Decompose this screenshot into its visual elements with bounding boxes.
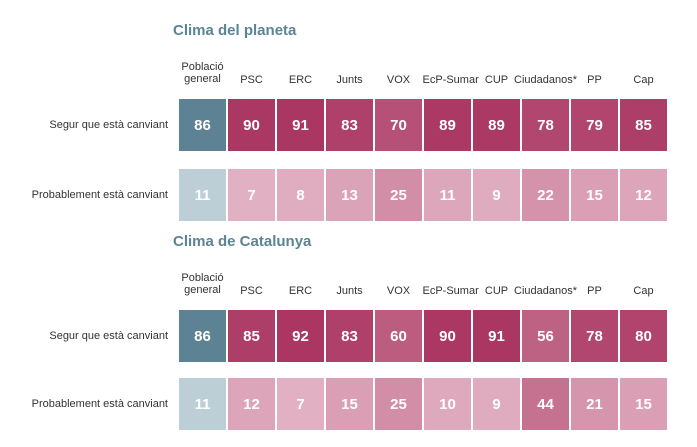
column-header: VOX <box>386 74 411 86</box>
heatmap-cell: 89 <box>424 99 471 151</box>
heatmap-cell: 15 <box>326 378 373 430</box>
heatmap-cell: 91 <box>277 99 324 151</box>
column-header: Junts <box>336 74 363 86</box>
column-header: Població general <box>181 61 224 85</box>
heatmap-cell: 25 <box>375 169 422 221</box>
heatmap-cell: 22 <box>522 169 569 221</box>
row-label: Probablement està canviant <box>31 398 168 410</box>
column-header: Cap <box>633 74 654 86</box>
column-header: CUP <box>484 285 509 297</box>
column-header: Ciudadanos* <box>514 285 577 297</box>
heatmap-cell: 92 <box>277 310 324 362</box>
heatmap-cell: 44 <box>522 378 569 430</box>
column-header: Junts <box>336 285 363 297</box>
heatmap-cell: 83 <box>326 99 373 151</box>
heatmap-cell: 15 <box>620 378 667 430</box>
heatmap-cell: 7 <box>277 378 324 430</box>
column-header: EcP-Sumar <box>422 285 479 297</box>
heatmap-cell: 11 <box>179 378 226 430</box>
heatmap-cell: 90 <box>228 99 275 151</box>
heatmap-cell: 83 <box>326 310 373 362</box>
heatmap-cell: 9 <box>473 378 520 430</box>
heatmap-cell: 86 <box>179 99 226 151</box>
row-label: Segur que està canviant <box>49 330 168 342</box>
heatmap-cell: 91 <box>473 310 520 362</box>
column-header: PP <box>587 285 602 297</box>
heatmap-cell: 79 <box>571 99 618 151</box>
heatmap-cell: 15 <box>571 169 618 221</box>
column-header: VOX <box>386 285 411 297</box>
heatmap-cell: 90 <box>424 310 471 362</box>
column-header: ERC <box>288 285 313 297</box>
row-label: Segur que està canviant <box>49 119 168 131</box>
heatmap-cell: 70 <box>375 99 422 151</box>
row-label: Probablement està canviant <box>31 189 168 201</box>
heatmap-cell: 9 <box>473 169 520 221</box>
column-header: Població general <box>181 272 224 296</box>
heatmap-cell: 89 <box>473 99 520 151</box>
column-header: EcP-Sumar <box>422 74 479 86</box>
column-header: PP <box>587 74 602 86</box>
heatmap-cell: 10 <box>424 378 471 430</box>
heatmap-cell: 85 <box>228 310 275 362</box>
chart-title: Clima de Catalunya <box>173 233 312 250</box>
column-header: PSC <box>240 74 263 86</box>
column-header: PSC <box>240 285 263 297</box>
chart-title: Clima del planeta <box>173 22 297 39</box>
heatmap-cell: 78 <box>571 310 618 362</box>
heatmap-cell: 11 <box>179 169 226 221</box>
heatmap-cell: 25 <box>375 378 422 430</box>
column-header: Cap <box>633 285 654 297</box>
heatmap-cell: 56 <box>522 310 569 362</box>
heatmap-cell: 78 <box>522 99 569 151</box>
heatmap-clima-planeta: Clima del planeta Població general PSC ERC J… <box>31 22 667 221</box>
heatmap-cell: 12 <box>228 378 275 430</box>
heatmap-cell: 86 <box>179 310 226 362</box>
heatmap-cell: 13 <box>326 169 373 221</box>
heatmap-cell: 60 <box>375 310 422 362</box>
heatmap-cell: 85 <box>620 99 667 151</box>
heatmap-cell: 21 <box>571 378 618 430</box>
column-header: ERC <box>288 74 313 86</box>
heatmap-cell: 8 <box>277 169 324 221</box>
column-header: CUP <box>484 74 509 86</box>
heatmap-cell: 80 <box>620 310 667 362</box>
heatmap-cell: 12 <box>620 169 667 221</box>
heatmap-cell: 11 <box>424 169 471 221</box>
heatmap-cell: 7 <box>228 169 275 221</box>
column-header: Ciudadanos* <box>514 74 577 86</box>
